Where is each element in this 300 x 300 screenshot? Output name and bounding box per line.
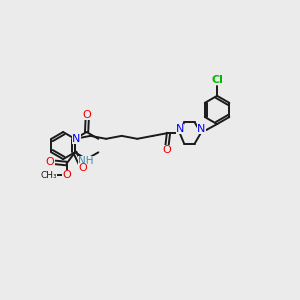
Text: O: O [82,110,91,120]
Text: NH: NH [78,156,94,166]
Text: CH₃: CH₃ [40,171,57,180]
Text: O: O [79,163,88,173]
Text: N: N [197,124,206,134]
Text: Cl: Cl [211,75,223,85]
Text: O: O [46,158,55,167]
Text: N: N [72,134,80,144]
Text: O: O [162,145,171,155]
Text: N: N [176,124,184,134]
Text: O: O [62,170,71,180]
